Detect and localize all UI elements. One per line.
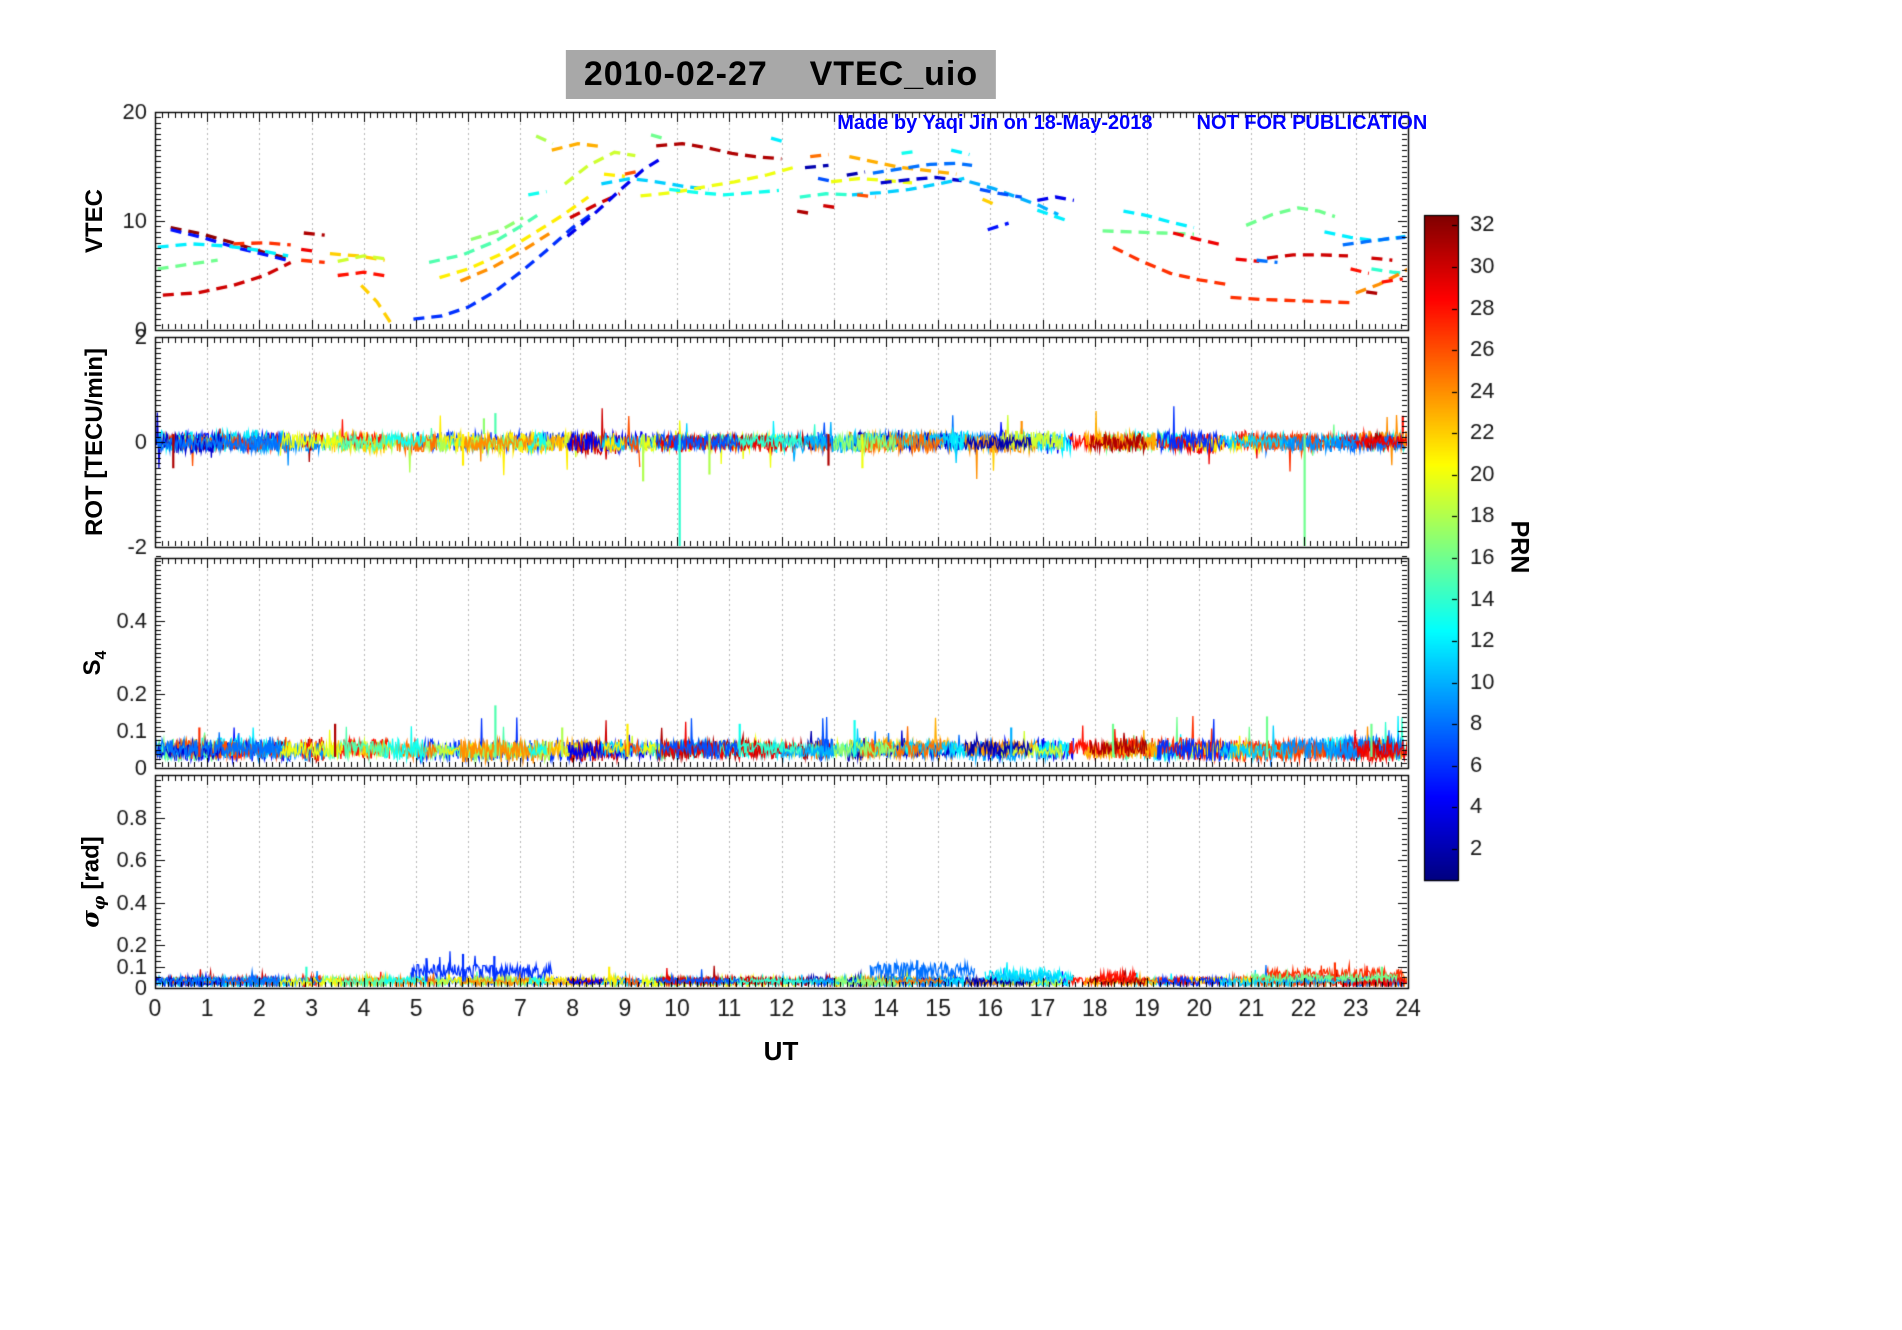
not-for-publication-text: NOT FOR PUBLICATION [1196, 112, 1428, 134]
y-axis-label-sigma-phi: σφ [rad] [76, 836, 109, 928]
watermark-annotation: Made by Yaqi Jin on 18-May-2018 NOT FOR P… [815, 89, 1427, 158]
sigma-symbol: σ [75, 910, 105, 928]
y-axis-label-rot: ROT [TECU/min] [81, 348, 108, 536]
made-by-text: Made by Yaqi Jin on 18-May-2018 [837, 112, 1153, 134]
y-axis-label-vtec: VTEC [81, 188, 108, 254]
x-axis-label: UT [763, 1036, 799, 1066]
y-axis-label-s4: S4 [79, 651, 111, 676]
colorbar-label: PRN [1505, 520, 1534, 574]
chart-title: 2010-02-27 VTEC_uio [565, 50, 997, 99]
s4-subscript: 4 [93, 650, 110, 660]
s4-base: S [79, 659, 106, 676]
sigma-unit: [rad] [77, 836, 105, 890]
phi-subscript: φ [89, 895, 109, 911]
